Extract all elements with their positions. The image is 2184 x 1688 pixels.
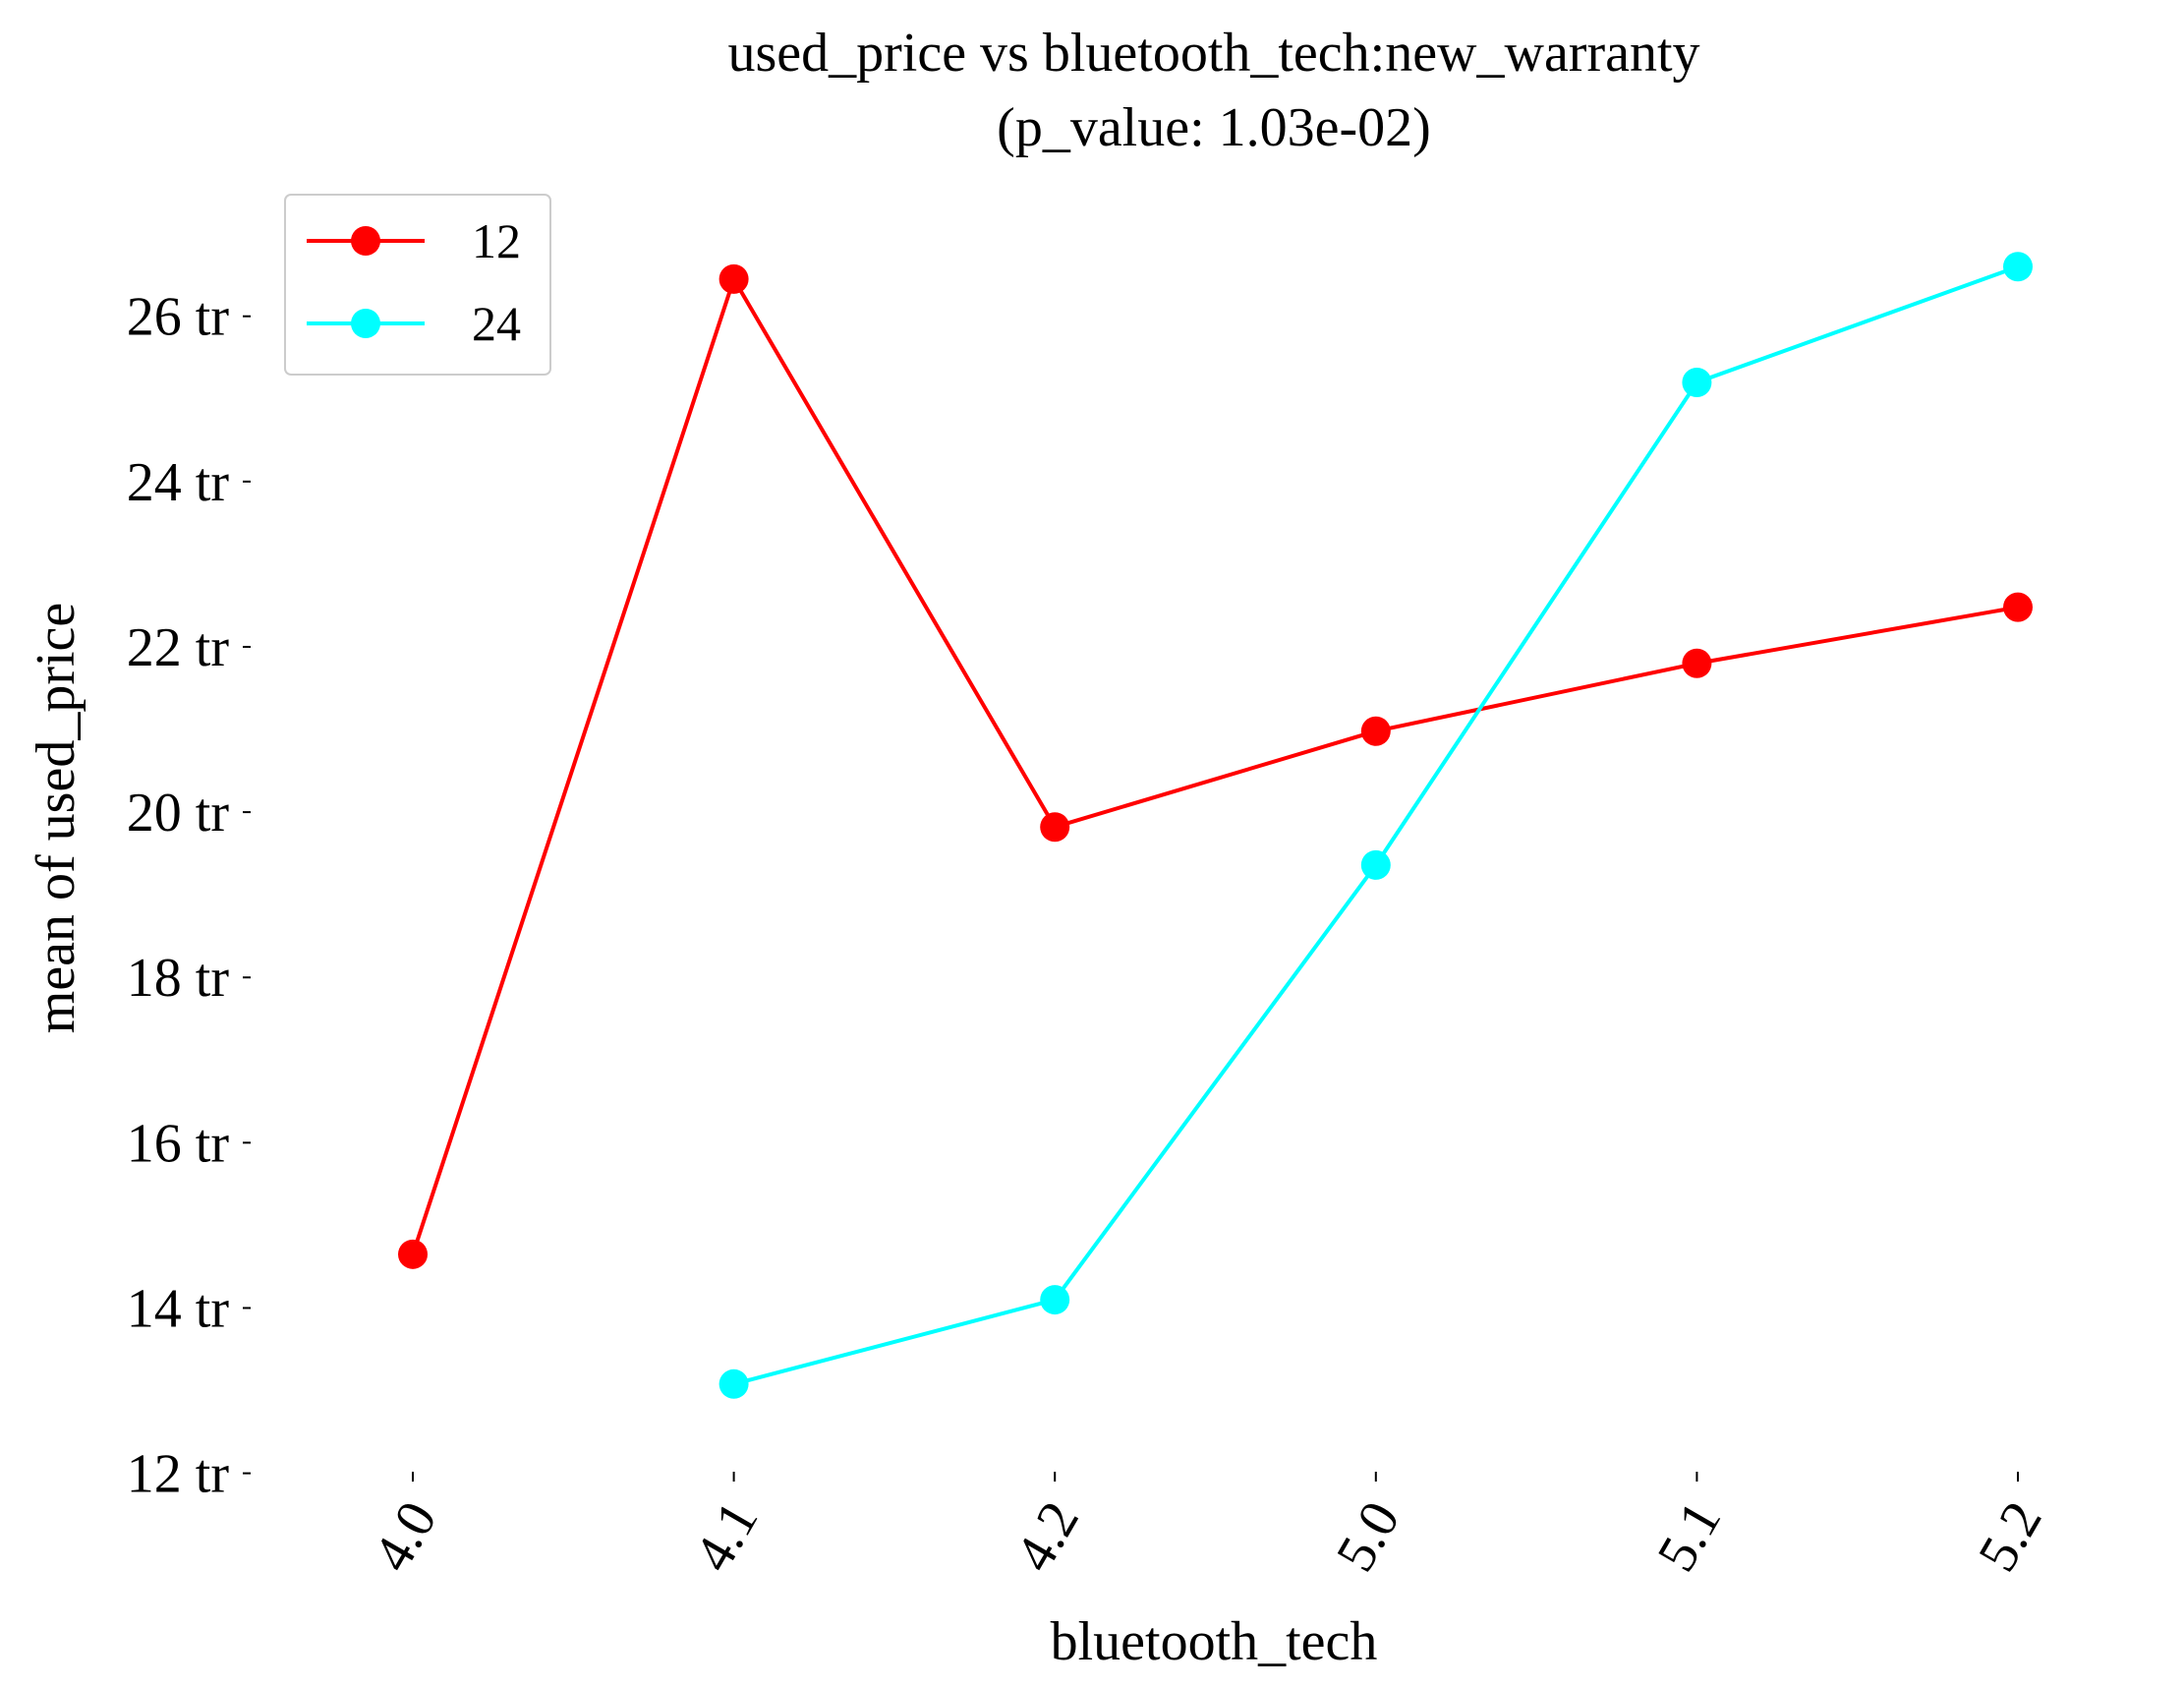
series-point-12 (398, 1239, 428, 1269)
x-tick-label: 4.1 (683, 1491, 771, 1582)
y-tick-label: 18 tr (127, 948, 230, 1009)
series-line-12 (411, 276, 2019, 1255)
legend-marker-12 (351, 226, 380, 256)
series-point-24 (1360, 849, 1391, 880)
x-tick-label: 5.1 (1645, 1491, 1733, 1582)
y-axis-ticks: 12 tr 14 tr 16 tr 18 tr 20 tr 22 tr 24 tr 26 tr (127, 287, 251, 1505)
legend-label-12: 12 (472, 213, 521, 268)
y-tick-label: 22 tr (127, 617, 230, 678)
x-tick-label: 5.2 (1967, 1491, 2054, 1582)
series-point-12 (2003, 592, 2033, 622)
x-axis-ticks: 4.0 4.1 4.2 5.0 5.1 5.2 (362, 1472, 2054, 1582)
series-point-24 (2003, 252, 2033, 282)
y-tick-label: 12 tr (127, 1444, 230, 1505)
legend-label-24: 24 (472, 296, 521, 351)
y-tick-label: 16 tr (127, 1113, 230, 1174)
series-point-24 (718, 1368, 749, 1399)
y-tick-label: 20 tr (127, 783, 230, 844)
x-tick-label: 4.2 (1004, 1491, 1091, 1582)
chart-subtitle: (p_value: 1.03e-02) (997, 97, 1431, 158)
series-point-12 (1360, 716, 1391, 746)
legend-marker-24 (351, 309, 380, 338)
series-point-12 (718, 263, 749, 294)
y-tick-label: 14 tr (127, 1278, 230, 1339)
legend: 12 24 (284, 194, 551, 376)
chart-title: used_price vs bluetooth_tech:new_warrant… (727, 23, 1699, 84)
x-axis-label: bluetooth_tech (1051, 1611, 1378, 1672)
y-tick-label: 26 tr (127, 287, 230, 348)
x-tick-label: 4.0 (362, 1491, 449, 1582)
y-tick-label: 24 tr (127, 452, 230, 513)
x-tick-label: 5.0 (1325, 1491, 1412, 1582)
y-axis-label: mean of used_price (26, 603, 86, 1033)
series-point-12 (1682, 648, 1712, 678)
series-layer (398, 252, 2033, 1399)
series-point-24 (1682, 367, 1712, 397)
series-point-24 (1040, 1285, 1070, 1315)
series-line-24 (733, 264, 2019, 1386)
series-point-12 (1040, 812, 1070, 843)
